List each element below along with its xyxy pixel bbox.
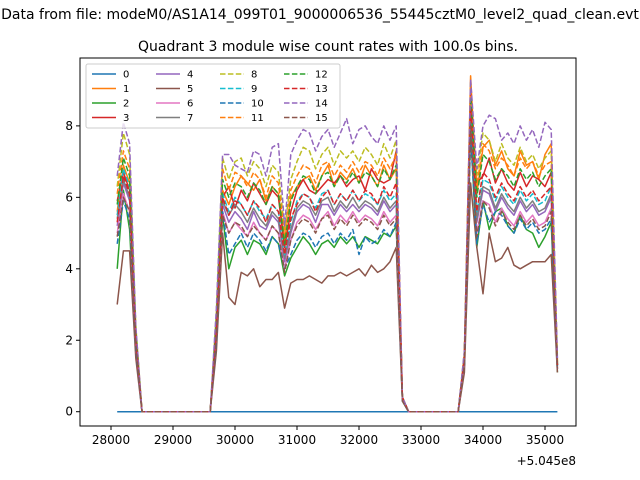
legend-label-5: 5 [187,84,193,95]
series-line-8 [116,82,559,413]
figure-suptitle: Data from file: modeM0/AS1A14_099T01_900… [1,7,639,23]
x-tick-label: 31000 [278,433,316,447]
legend-label-10: 10 [251,99,264,110]
x-tick-label: 29000 [154,433,192,447]
series-line-3 [116,92,559,413]
legend-label-1: 1 [123,84,129,95]
series-line-11 [116,85,559,413]
legend-label-2: 2 [123,99,129,110]
legend-label-4: 4 [187,70,193,81]
x-axis: 28000 29000 30000 31000 32000 33000 34000 35000 [92,426,564,447]
series-line-2 [116,132,559,413]
legend-box [85,63,341,129]
x-tick-label: 33000 [402,433,440,447]
x-tick-label: 34000 [464,433,502,447]
legend-label-14: 14 [315,99,328,110]
legend-label-6: 6 [187,99,193,110]
chart-title: Quadrant 3 module wise count rates with … [138,39,518,55]
x-offset-label: +5.045e8 [517,454,576,468]
x-tick-label: 28000 [92,433,130,447]
series-line-13 [116,107,559,413]
y-tick-label: 8 [65,119,73,133]
legend-label-0: 0 [123,70,129,81]
y-axis: 0 2 4 6 8 [65,119,80,419]
legend-label-12: 12 [315,70,328,81]
y-tick-label: 4 [65,262,73,276]
plot-area: 28000 29000 30000 31000 32000 33000 34000 35000… [65,57,577,468]
legend-label-15: 15 [315,113,328,124]
legend-label-8: 8 [251,70,257,81]
legend-label-11: 11 [251,113,264,124]
legend-label-7: 7 [187,113,193,124]
y-tick-label: 2 [65,333,73,347]
legend-label-13: 13 [315,84,328,95]
legend-label-9: 9 [251,84,257,95]
legend-label-3: 3 [123,113,129,124]
series-layer [116,75,559,413]
x-tick-label: 30000 [216,433,254,447]
series-line-4 [116,114,559,413]
axes-frame [79,57,577,427]
y-tick-label: 6 [65,190,73,204]
series-line-15 [116,125,559,413]
y-tick-label: 0 [65,405,73,419]
series-line-12 [116,96,559,413]
x-tick-label: 32000 [340,433,378,447]
series-line-14 [116,78,559,413]
x-tick-label: 35000 [526,433,564,447]
